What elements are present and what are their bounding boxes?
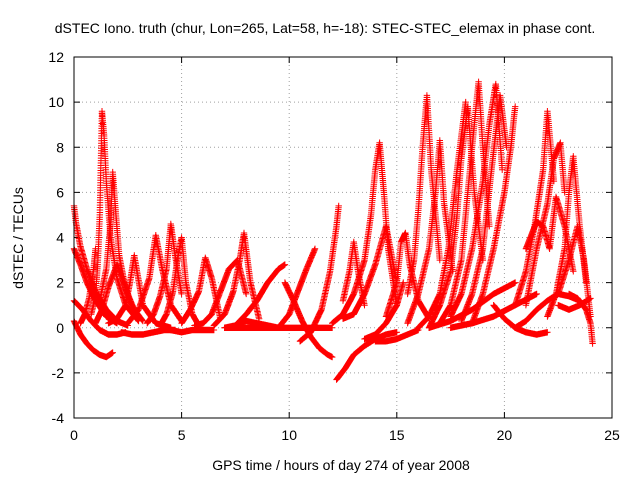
y-tick-label: 12	[48, 49, 64, 65]
series-track	[275, 245, 319, 331]
series-track	[118, 326, 179, 338]
y-axis-label: dSTEC / TECUs	[10, 187, 26, 289]
series-marks	[333, 329, 400, 383]
series-marks	[447, 80, 506, 320]
series-track	[167, 326, 218, 336]
series-marks	[361, 279, 407, 343]
series-marks	[458, 92, 510, 325]
series-track	[296, 202, 342, 345]
series-marks	[156, 234, 202, 329]
series-track	[339, 223, 400, 322]
x-tick-label: 15	[389, 427, 405, 443]
x-tick-label: 10	[281, 427, 297, 443]
series-track	[77, 245, 99, 327]
series-marks	[221, 324, 336, 331]
series-track	[210, 229, 263, 329]
series-marks	[555, 295, 594, 313]
series-track	[372, 326, 422, 345]
y-tick-label: 6	[56, 184, 64, 200]
series-track	[221, 324, 336, 331]
series-track	[522, 139, 568, 309]
chart-title: dSTEC Iono. truth (chur, Lon=265, Lat=58…	[55, 20, 595, 36]
series-track	[458, 92, 510, 325]
y-tick-label: 0	[56, 320, 64, 336]
series-marks	[210, 229, 263, 329]
series-marks	[522, 139, 568, 309]
series-marks	[425, 279, 519, 331]
series-marks	[372, 326, 422, 345]
series-marks	[296, 202, 342, 345]
series-track	[425, 279, 519, 331]
series-marks	[167, 326, 218, 336]
series-marks	[555, 223, 594, 320]
series-marks	[118, 326, 179, 338]
series-track	[555, 295, 594, 313]
series-marks	[275, 245, 319, 331]
series-track	[361, 279, 407, 343]
y-tick-label: -2	[52, 365, 65, 381]
data-marks	[70, 78, 596, 383]
series-track	[156, 234, 202, 329]
series-track	[555, 223, 594, 320]
y-tick-label: 10	[48, 94, 64, 110]
y-tick-label: 4	[56, 230, 64, 246]
y-tick-label: -4	[52, 410, 65, 426]
series-marks	[512, 108, 558, 309]
series-track	[333, 329, 400, 383]
series-marks	[77, 245, 99, 327]
x-axis-label: GPS time / hours of day 274 of year 2008	[212, 457, 470, 473]
x-tick-label: 25	[604, 427, 620, 443]
series-marks	[339, 223, 400, 322]
series-marks	[124, 232, 185, 327]
series-marks	[404, 92, 443, 298]
x-tick-label: 0	[70, 427, 78, 443]
series-track	[404, 92, 443, 298]
tick-labels: 0 5 10 15 20 25 -4 -2 0 2 4 6 8 10 12	[48, 49, 620, 443]
y-tick-label: 2	[56, 275, 64, 291]
y-tick-label: 8	[56, 139, 64, 155]
plot-frame	[73, 56, 613, 419]
series-track	[512, 108, 558, 309]
series-track	[124, 232, 185, 327]
series-track	[447, 80, 506, 320]
x-tick-label: 20	[497, 427, 513, 443]
x-tick-label: 5	[178, 427, 186, 443]
